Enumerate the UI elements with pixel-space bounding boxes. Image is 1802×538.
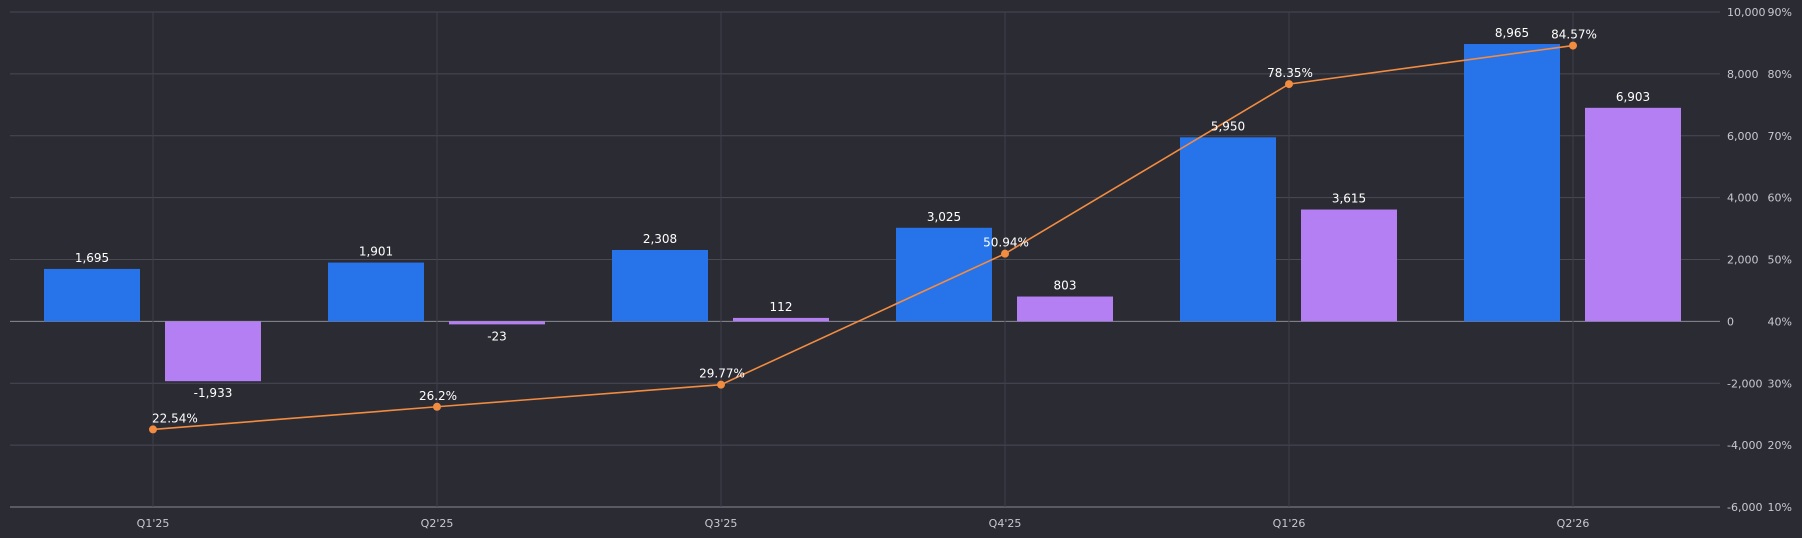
y-left-tick-label: -2,000 <box>1727 377 1762 390</box>
x-tick-label: Q2'25 <box>421 517 454 530</box>
percent-point <box>717 380 725 389</box>
bar <box>896 227 992 322</box>
bar <box>1180 137 1276 322</box>
bar <box>1017 296 1113 322</box>
x-tick-label: Q2'26 <box>1557 517 1590 530</box>
y-left-tick-label: -4,000 <box>1727 439 1762 452</box>
bar-value-label: 2,308 <box>643 232 677 246</box>
percent-value-label: 50.94% <box>983 236 1029 250</box>
bar-value-label: -23 <box>487 329 507 343</box>
y-left-tick-label: 6,000 <box>1727 130 1759 143</box>
y-right-tick-label: 30% <box>1768 377 1792 390</box>
percent-value-label: 29.77% <box>699 367 745 381</box>
percent-point <box>1569 41 1577 50</box>
percent-point <box>149 425 157 434</box>
bar <box>44 268 140 322</box>
x-tick-label: Q1'25 <box>137 517 170 530</box>
bar-value-label: 5,950 <box>1211 119 1245 133</box>
y-left-tick-label: 2,000 <box>1727 254 1759 267</box>
bar <box>1464 44 1560 322</box>
bar <box>165 321 261 382</box>
bar <box>1585 107 1681 322</box>
percent-value-label: 22.54% <box>152 411 198 425</box>
y-right-tick-label: 50% <box>1768 254 1792 267</box>
bar <box>733 317 829 322</box>
percent-value-label: 84.57% <box>1551 28 1597 42</box>
y-left-tick-label: 4,000 <box>1727 192 1759 205</box>
percent-line <box>152 44 1574 431</box>
bar <box>449 321 545 325</box>
bar-value-label: 112 <box>770 300 793 314</box>
bar-value-label: 803 <box>1054 279 1077 293</box>
y-left-tick-label: 8,000 <box>1727 68 1759 81</box>
y-left-tick-label: 0 <box>1727 315 1734 328</box>
bar-value-label: 8,965 <box>1495 26 1529 40</box>
y-right-tick-label: 70% <box>1768 130 1792 143</box>
y-right-tick-label: 80% <box>1768 68 1792 81</box>
bar-value-label: 6,903 <box>1616 90 1650 104</box>
percent-point <box>1285 80 1293 89</box>
y-left-tick-label: 10,000 <box>1727 6 1766 19</box>
y-right-tick-label: 40% <box>1768 315 1792 328</box>
bar-value-label: 3,615 <box>1332 192 1366 206</box>
bar <box>612 249 708 322</box>
bar-value-label: 1,901 <box>359 245 393 259</box>
bar-value-label: 1,695 <box>75 251 109 265</box>
percent-point <box>1001 249 1009 258</box>
y-left-tick-label: -6,000 <box>1727 501 1762 514</box>
bar-value-label: -1,933 <box>194 386 233 400</box>
y-right-tick-label: 20% <box>1768 439 1792 452</box>
y-right-tick-label: 60% <box>1768 192 1792 205</box>
y-right-tick-label: 90% <box>1768 6 1792 19</box>
percent-value-label: 78.35% <box>1267 66 1313 80</box>
percent-point <box>433 402 441 411</box>
bar <box>328 262 424 322</box>
x-tick-label: Q1'26 <box>1273 517 1306 530</box>
percent-value-label: 26.2% <box>419 389 457 403</box>
y-right-tick-label: 10% <box>1768 501 1792 514</box>
x-tick-label: Q4'25 <box>989 517 1022 530</box>
x-tick-label: Q3'25 <box>705 517 738 530</box>
bar-value-label: 3,025 <box>927 210 961 224</box>
bar <box>1301 209 1397 322</box>
